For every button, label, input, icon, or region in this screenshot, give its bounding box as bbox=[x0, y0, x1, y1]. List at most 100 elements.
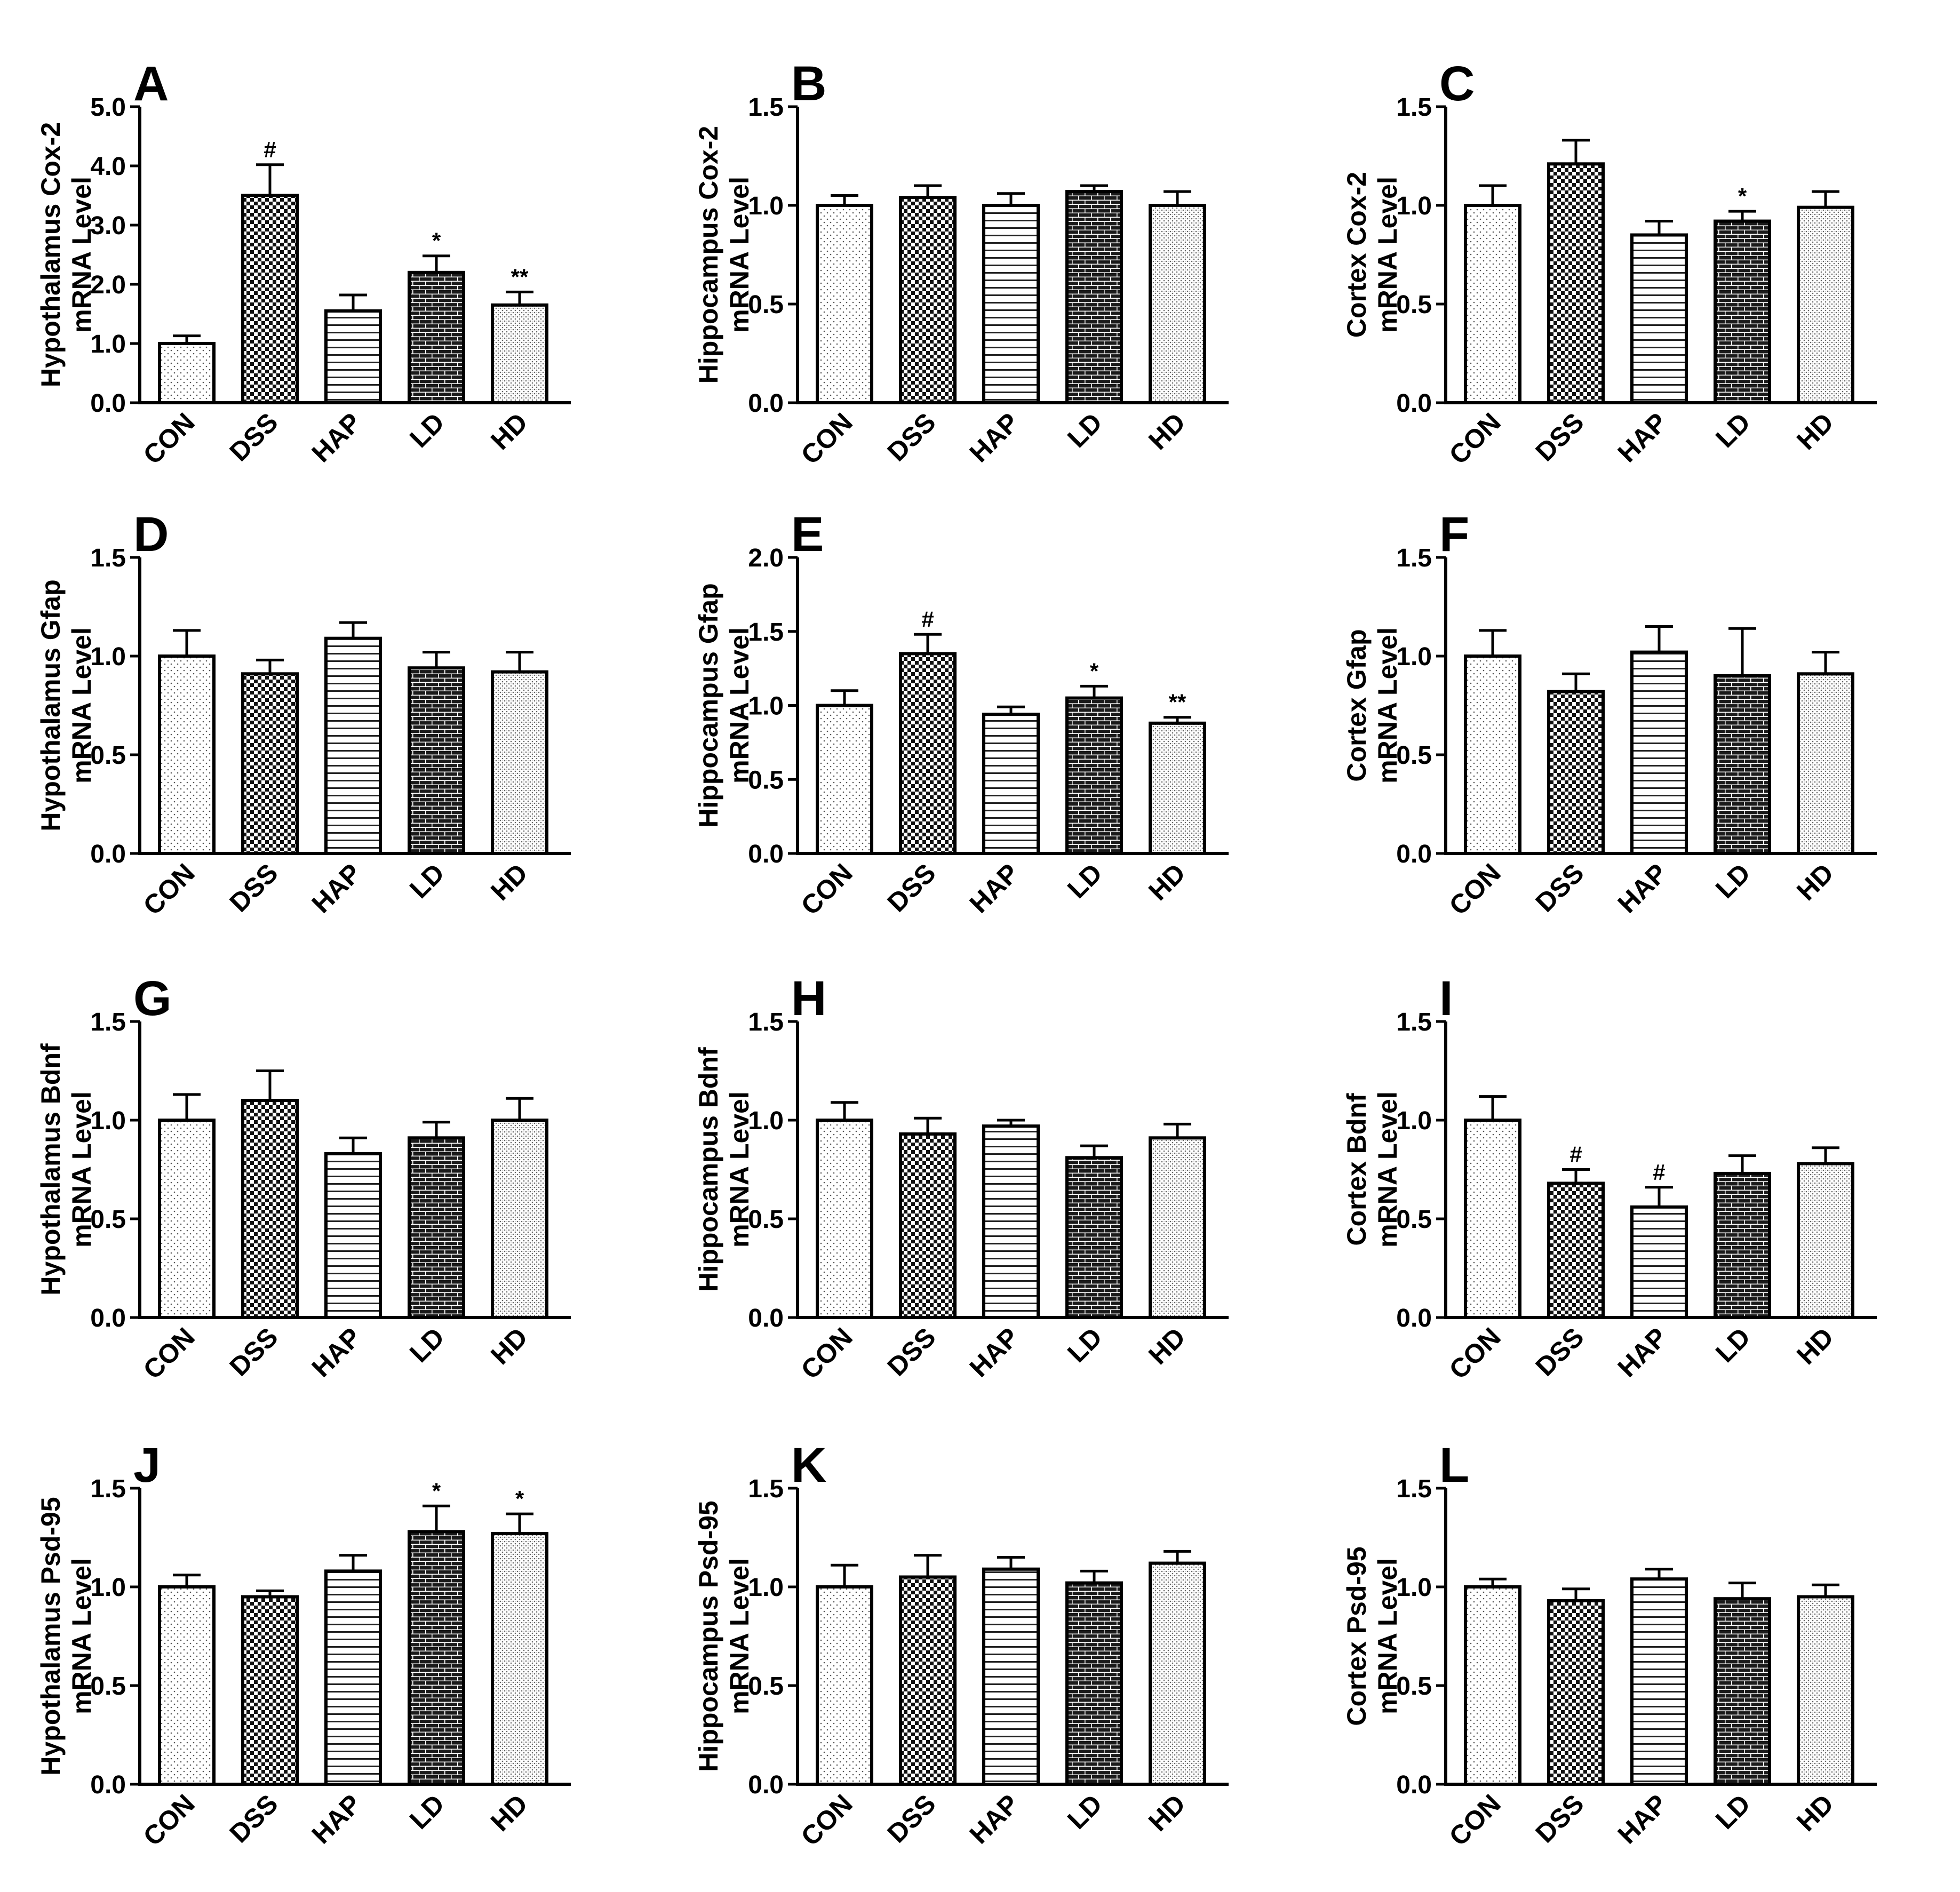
y-axis-title-line: mRNA Level bbox=[724, 1091, 754, 1248]
x-tick-label: HD bbox=[1143, 1789, 1191, 1837]
x-tick-label: HAP bbox=[306, 407, 367, 468]
bar-con bbox=[158, 342, 216, 404]
x-tick-label: CON bbox=[1444, 1322, 1507, 1385]
y-tick-label: 1.0 bbox=[748, 192, 784, 220]
bar-hap bbox=[324, 309, 382, 405]
x-tick-label: LD bbox=[1710, 858, 1756, 904]
bar-hap bbox=[324, 636, 382, 855]
panel-letter: H bbox=[791, 971, 826, 1026]
bar-dss bbox=[899, 652, 957, 855]
y-axis-title: Hippocampus Bdnf mRNA Level bbox=[694, 1047, 754, 1292]
panel-f: F Cortex Gfap mRNA Level 0.0 0.5 1.0 1.5 CON DSS… bbox=[1342, 507, 1877, 921]
y-tick-label: 4.0 bbox=[90, 153, 126, 181]
y-axis-title-line: Hypothalamus Psd-95 bbox=[36, 1497, 66, 1775]
bar-dss bbox=[1547, 1181, 1605, 1319]
y-tick-label: 1.5 bbox=[748, 1008, 784, 1036]
y-tick-label: 0.5 bbox=[748, 291, 784, 319]
x-tick-label: HD bbox=[1791, 858, 1839, 906]
panel-letter: A bbox=[133, 57, 169, 111]
bar-ld bbox=[1065, 190, 1123, 404]
y-axis-title-line: mRNA Level bbox=[67, 627, 97, 784]
bar-dss bbox=[1547, 690, 1605, 855]
x-tick-label: HAP bbox=[964, 1322, 1025, 1383]
y-tick-label: 0.0 bbox=[1396, 1771, 1432, 1799]
x-tick-label: HD bbox=[1791, 407, 1839, 456]
x-tick-label: LD bbox=[1710, 1322, 1756, 1368]
y-tick-label: 1.0 bbox=[748, 1107, 784, 1135]
bar-hap bbox=[1630, 233, 1688, 404]
y-tick-label: 1.0 bbox=[90, 1107, 126, 1135]
x-tick-label: LD bbox=[1062, 1789, 1108, 1835]
y-axis-title-line: Hippocampus Cox-2 bbox=[694, 126, 723, 384]
y-tick-label: 1.0 bbox=[1396, 1574, 1432, 1602]
y-tick-label: 0.5 bbox=[1396, 291, 1432, 319]
bar-con bbox=[158, 1585, 216, 1786]
x-tick-label: CON bbox=[1444, 1789, 1507, 1851]
significance-marker: ** bbox=[1169, 690, 1186, 715]
x-tick-label: HAP bbox=[306, 858, 367, 919]
y-tick-label: 0.0 bbox=[748, 1304, 784, 1332]
bar-con bbox=[816, 1119, 873, 1319]
bar-hd bbox=[1797, 672, 1854, 856]
panel-letter: C bbox=[1439, 57, 1475, 111]
y-tick-label: 0.5 bbox=[1396, 1672, 1432, 1701]
x-tick-label: CON bbox=[795, 407, 858, 470]
significance-marker: # bbox=[1569, 1142, 1582, 1167]
panel-letter: E bbox=[791, 507, 824, 562]
bar-dss bbox=[899, 1132, 957, 1319]
bar-dss bbox=[241, 672, 299, 856]
x-tick-label: HD bbox=[1791, 1789, 1839, 1837]
x-tick-label: HD bbox=[485, 1322, 533, 1370]
y-axis-title-line: Hippocampus Bdnf bbox=[694, 1047, 723, 1292]
y-tick-label: 1.5 bbox=[90, 1475, 126, 1503]
x-tick-label: LD bbox=[1062, 858, 1108, 904]
panel-letter: F bbox=[1439, 507, 1469, 562]
y-tick-label: 1.5 bbox=[1396, 93, 1432, 122]
panel-h: H Hippocampus Bdnf mRNA Level 0.0 0.5 1.0 1.5 C… bbox=[694, 971, 1229, 1385]
x-tick-label: CON bbox=[795, 1322, 858, 1385]
bar-ld bbox=[408, 1530, 465, 1786]
bar-con bbox=[1464, 1585, 1521, 1786]
bar-hap bbox=[982, 204, 1040, 404]
bar-dss bbox=[241, 1099, 299, 1319]
y-tick-label: 1.5 bbox=[1396, 1008, 1432, 1036]
panel-i: I Cortex Bdnf mRNA Level 0.0 0.5 1.0 1.5 CON # DS… bbox=[1342, 971, 1877, 1385]
y-axis-title-line: Hypothalamus Gfap bbox=[36, 579, 66, 831]
y-tick-label: 0.5 bbox=[748, 1672, 784, 1701]
y-tick-label: 1.0 bbox=[1396, 192, 1432, 220]
bar-hd bbox=[491, 1119, 548, 1319]
bar-hap bbox=[1630, 1577, 1688, 1786]
bar-hd bbox=[491, 303, 548, 404]
x-tick-label: LD bbox=[1062, 1322, 1108, 1368]
y-axis-title-line: Hippocampus Psd-95 bbox=[694, 1500, 723, 1771]
y-tick-label: 0.0 bbox=[90, 1771, 126, 1799]
significance-marker: * bbox=[1738, 183, 1747, 209]
y-tick-label: 0.0 bbox=[748, 840, 784, 868]
y-axis-title-line: mRNA Level bbox=[724, 627, 754, 784]
panel-e: E Hippocampus Gfap mRNA Level 0.0 0.5 1.0 1.5 2… bbox=[694, 507, 1229, 921]
bar-hap bbox=[1630, 650, 1688, 855]
x-tick-label: LD bbox=[1710, 407, 1756, 453]
significance-marker: * bbox=[515, 1486, 524, 1511]
y-tick-label: 0.5 bbox=[748, 1206, 784, 1234]
bar-ld bbox=[408, 270, 465, 404]
bar-hd bbox=[1797, 1162, 1854, 1319]
bar-hap bbox=[982, 1124, 1040, 1320]
x-tick-label: CON bbox=[1444, 858, 1507, 921]
bar-hd bbox=[1149, 204, 1206, 404]
bar-hap bbox=[324, 1569, 382, 1786]
bar-hd bbox=[1797, 1595, 1854, 1786]
x-tick-label: DSS bbox=[224, 1322, 283, 1382]
x-tick-label: LD bbox=[1062, 407, 1108, 453]
x-tick-label: DSS bbox=[1529, 1322, 1589, 1382]
y-tick-label: 5.0 bbox=[90, 93, 126, 122]
y-tick-label: 1.5 bbox=[90, 1008, 126, 1036]
y-tick-label: 3.0 bbox=[90, 212, 126, 240]
bar-hd bbox=[491, 1532, 548, 1786]
significance-marker: * bbox=[432, 228, 441, 253]
bar-ld bbox=[1065, 1156, 1123, 1320]
x-tick-label: DSS bbox=[1529, 407, 1589, 467]
